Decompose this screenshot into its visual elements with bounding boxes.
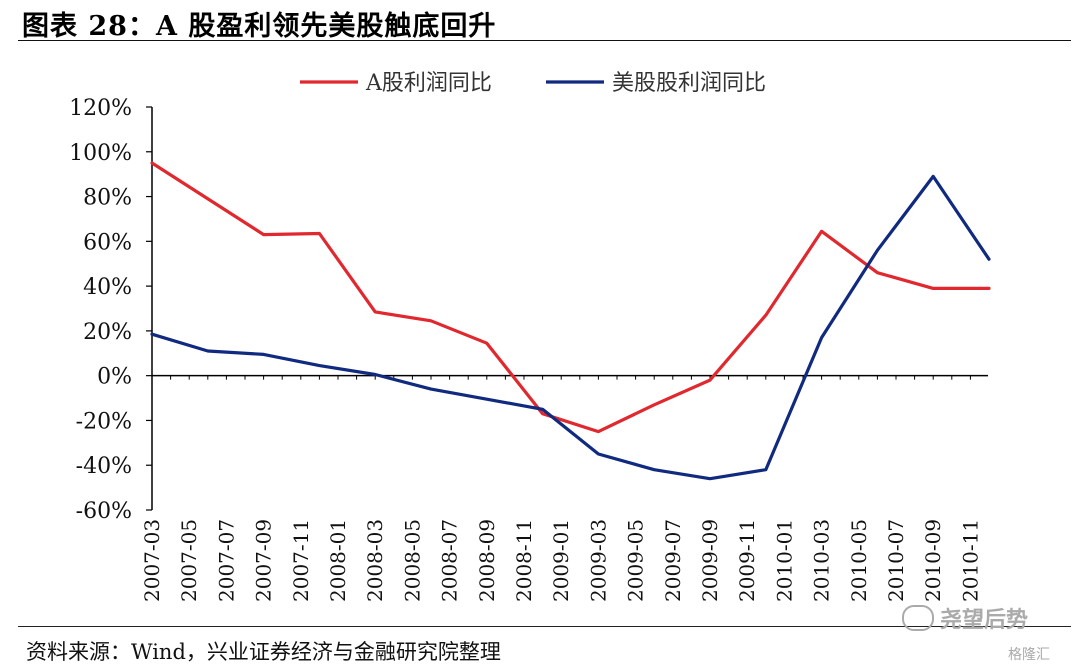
x-tick-label: 2008-05 (400, 519, 424, 602)
x-tick-label: 2007-09 (252, 519, 276, 602)
y-tick-label: 60% (83, 230, 132, 255)
page-title: 图表 28：A 股盈利领先美股触底回升 (22, 11, 497, 42)
x-tick-label: 2010-05 (847, 519, 871, 602)
line-chart-svg: A股利润同比 美股股利润同比 -60% -40% -20% 0% 20% 40% 60% 80%… (69, 71, 991, 602)
y-tick-label: -60% (76, 499, 132, 524)
x-tick-label: 2009-03 (586, 519, 610, 602)
x-tick-label: 2009-05 (624, 519, 648, 602)
title-divider (18, 40, 1071, 41)
series-line-us (150, 174, 991, 481)
y-tick-label: 80% (83, 186, 132, 211)
x-tick-label: 2010-11 (958, 519, 982, 602)
x-tick-label: 2010-07 (884, 519, 908, 602)
x-tick-label: 2007-11 (289, 519, 313, 602)
y-tick-label: 40% (83, 275, 132, 300)
x-tick-label: 2007-05 (177, 519, 201, 602)
series-line-a-share (150, 161, 991, 434)
y-tick-label: 120% (69, 96, 132, 121)
x-tick-label: 2008-11 (512, 519, 536, 602)
legend-label: A股利润同比 (365, 71, 492, 96)
watermark-logo: 尧望后势 (902, 602, 1028, 634)
x-tick-label: 2007-03 (140, 519, 164, 602)
x-tick-label: 2009-07 (661, 519, 685, 602)
x-axis: 2007-03 2007-05 2007-07 2007-09 2007-11 2008-… (140, 374, 988, 602)
x-tick-label: 2008-09 (475, 519, 499, 602)
x-tick-label: 2009-11 (735, 519, 759, 602)
watermark-brand: 格隆汇 (1008, 647, 1050, 663)
chart-legend: A股利润同比 美股股利润同比 (300, 71, 766, 96)
y-tick-label: -20% (76, 409, 132, 434)
wechat-icon (902, 605, 934, 631)
x-tick-label: 2010-01 (772, 519, 796, 602)
x-tick-label: 2008-01 (326, 519, 350, 602)
x-tick-label: 2009-01 (549, 519, 573, 602)
source-note: 资料来源：Wind，兴业证券经济与金融研究院整理 (26, 640, 501, 664)
footer-divider (18, 626, 1071, 627)
y-tick-label: 20% (83, 320, 132, 345)
y-axis: -60% -40% -20% 0% 20% 40% 60% 80% 100% 120% (69, 96, 153, 524)
x-tick-label: 2007-07 (214, 519, 238, 602)
x-tick-label: 2010-03 (810, 519, 834, 602)
y-tick-label: 100% (69, 141, 132, 166)
x-tick-label: 2008-03 (363, 519, 387, 602)
series-layer (150, 161, 991, 481)
x-tick-label: 2009-09 (698, 519, 722, 602)
x-tick-label: 2010-09 (921, 519, 945, 602)
legend-label: 美股股利润同比 (612, 71, 766, 96)
x-tick-label: 2008-07 (438, 519, 462, 602)
watermark-text: 尧望后势 (940, 608, 1029, 633)
y-tick-label: -40% (76, 454, 132, 479)
y-tick-label: 0% (97, 365, 132, 390)
